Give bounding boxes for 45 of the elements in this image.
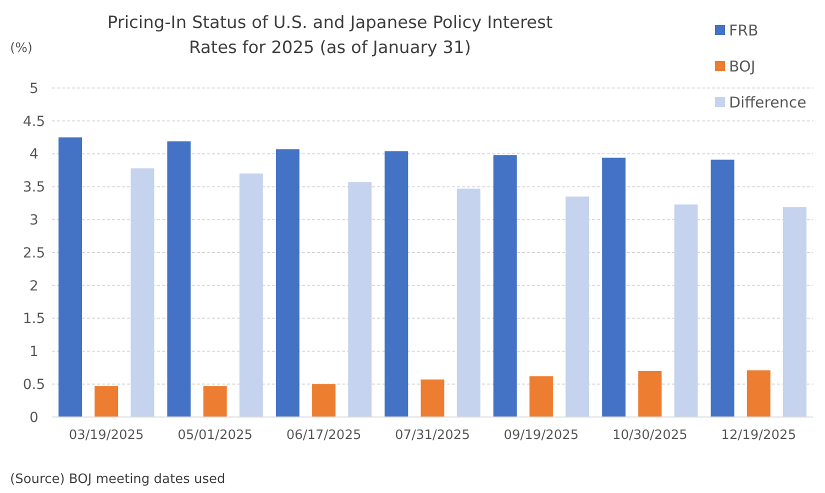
bar bbox=[276, 149, 300, 417]
x-tick-label: 09/19/2025 bbox=[504, 428, 579, 443]
bar bbox=[746, 370, 770, 417]
bar bbox=[420, 379, 444, 417]
bar bbox=[384, 151, 408, 417]
bar bbox=[239, 174, 263, 417]
bar bbox=[456, 188, 480, 417]
legend-label: Difference bbox=[729, 93, 806, 112]
x-tick-label: 07/31/2025 bbox=[395, 428, 470, 443]
bar bbox=[674, 204, 698, 417]
bar bbox=[638, 370, 662, 417]
x-tick-label: 03/19/2025 bbox=[68, 428, 144, 443]
legend-label: FRB bbox=[729, 21, 758, 40]
chart-title: Pricing-In Status of U.S. and Japanese Policy Interest Rates for 2025 (as of January 31) bbox=[107, 13, 553, 58]
legend-label: BOJ bbox=[729, 57, 756, 76]
y-tick-label: 3 bbox=[30, 212, 38, 228]
text: (Source) BOJ meeting dates used bbox=[10, 472, 226, 487]
y-tick-label: 0.5 bbox=[22, 377, 46, 393]
x-tick-label: 06/17/2025 bbox=[286, 428, 362, 443]
y-tick-label: 5 bbox=[30, 80, 38, 97]
bar bbox=[529, 376, 553, 417]
x-tick-label: 05/01/2025 bbox=[178, 428, 253, 443]
y-tick-label: 1.5 bbox=[22, 311, 46, 328]
y-tick-label: 2 bbox=[30, 278, 38, 294]
y-axis-title: (%) bbox=[10, 41, 32, 56]
bar bbox=[203, 386, 227, 417]
bar bbox=[94, 386, 118, 417]
y-tick-label: 4 bbox=[30, 146, 39, 163]
bar bbox=[312, 384, 336, 417]
y-tick-label: 2.5 bbox=[22, 245, 46, 262]
bar bbox=[602, 158, 626, 417]
x-tick-label: 12/19/2025 bbox=[721, 428, 796, 443]
bar bbox=[783, 207, 806, 417]
y-tick-label: 3.5 bbox=[22, 180, 46, 196]
y-tick-label: 4.5 bbox=[22, 114, 46, 130]
y-tick-label: 0 bbox=[30, 410, 38, 426]
x-tick-label: 10/30/2025 bbox=[612, 428, 688, 443]
bar bbox=[58, 137, 82, 417]
y-tick-label: 1 bbox=[30, 344, 38, 360]
bar bbox=[130, 168, 154, 417]
bar bbox=[710, 160, 734, 417]
bar bbox=[167, 141, 191, 417]
bar bbox=[493, 155, 517, 417]
bar bbox=[566, 196, 590, 417]
bar bbox=[348, 182, 372, 417]
